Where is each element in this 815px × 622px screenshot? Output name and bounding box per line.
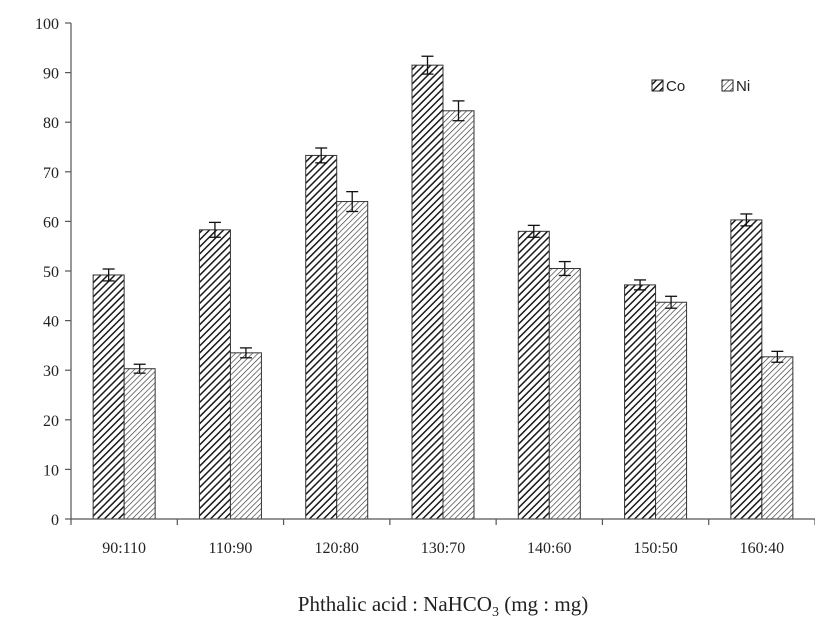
x-axis-label-main: Phthalic acid : NaHCO	[298, 592, 492, 616]
bar-ni	[761, 356, 794, 520]
bar-co	[624, 284, 657, 520]
legend-label-ni: Ni	[736, 78, 750, 95]
bar-co	[198, 229, 231, 520]
bar-co	[305, 154, 338, 520]
y-tick-label: 60	[43, 214, 59, 231]
y-axis-ticks: 0 10 20 30 40 50 60 70 80 90 100	[35, 16, 71, 529]
legend-swatch-co	[651, 79, 664, 92]
x-tick-label: 110:90	[208, 540, 252, 557]
x-axis-ticks: 90:110 110:90 120:80 130:70 140:60 150:50 160:…	[70, 519, 815, 557]
bar-co	[92, 274, 125, 520]
error-bar	[665, 295, 678, 309]
error-bar	[133, 363, 146, 374]
legend-swatch-ni	[721, 79, 734, 92]
error-bar	[740, 213, 753, 227]
bar-ni	[655, 301, 688, 520]
y-tick-label: 40	[43, 314, 59, 331]
y-tick-label: 10	[43, 462, 59, 479]
x-axis-label: Phthalic acid : NaHCO3 (mg : mg)	[298, 592, 588, 620]
bar-ni	[123, 368, 156, 520]
error-bar	[527, 224, 540, 238]
y-tick-label: 20	[43, 413, 59, 430]
error-bar	[421, 55, 434, 75]
bar-ni	[229, 352, 262, 520]
y-tick-label: 70	[43, 165, 59, 182]
y-tick-label: 30	[43, 363, 59, 380]
error-bar	[315, 147, 328, 164]
y-tick-label: 90	[43, 66, 59, 83]
error-bar	[346, 190, 359, 213]
x-tick-label: 150:50	[633, 540, 677, 557]
x-axis-label-tail: (mg : mg)	[499, 592, 588, 616]
error-bar	[239, 347, 252, 359]
legend: Co Ni	[651, 78, 750, 95]
error-bar	[558, 260, 571, 277]
legend-label-co: Co	[666, 78, 685, 95]
bar-ni	[336, 201, 369, 520]
x-tick-label: 90:110	[102, 540, 146, 557]
error-bar	[102, 268, 115, 282]
bar-co	[730, 219, 763, 520]
x-tick-label: 130:70	[421, 540, 465, 557]
bar-ni	[548, 268, 581, 520]
y-tick-label: 100	[35, 16, 59, 33]
error-bar	[452, 100, 465, 122]
y-tick-label: 0	[51, 512, 59, 529]
bar-co	[411, 64, 444, 520]
error-bar	[208, 221, 221, 238]
error-bars	[102, 55, 784, 374]
x-tick-label: 160:40	[740, 540, 784, 557]
error-bar	[771, 350, 784, 363]
bars	[92, 64, 794, 520]
x-tick-label: 140:60	[527, 540, 571, 557]
x-axis-label-subscript: 3	[492, 605, 499, 620]
y-tick-label: 80	[43, 115, 59, 132]
x-tick-label: 120:80	[314, 540, 358, 557]
bar-ni	[442, 110, 475, 520]
bar-co	[517, 230, 550, 520]
y-tick-label: 50	[43, 264, 59, 281]
error-bar	[634, 279, 647, 291]
